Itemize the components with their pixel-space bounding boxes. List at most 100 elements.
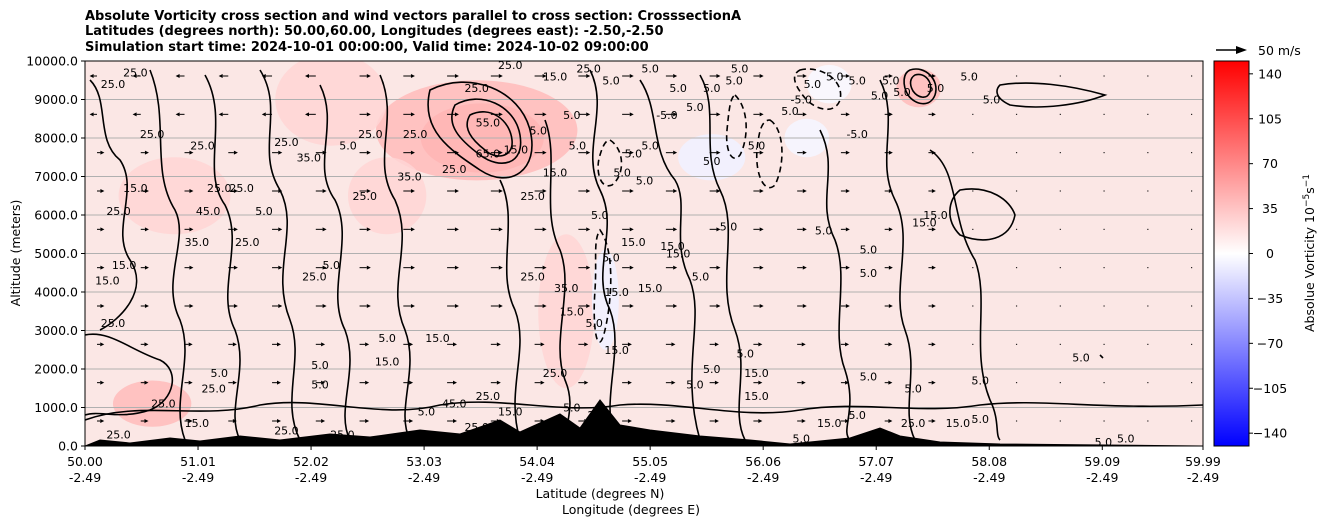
wind-vector: [490, 342, 501, 347]
contour-label-83: 5.0: [804, 78, 822, 91]
wind-vector-head: [144, 380, 149, 385]
wind-vector-head: [542, 304, 547, 308]
wind-vector-head: [627, 419, 632, 423]
wind-vector: [140, 342, 149, 347]
wind-vector: [840, 74, 850, 78]
wind-vector: [753, 189, 764, 193]
wind-vector: [304, 112, 316, 117]
wind-vector: [175, 74, 185, 78]
wind-vector: [709, 112, 721, 117]
wind-vector-head: [845, 265, 850, 270]
contour-label-48: 25.0: [520, 271, 545, 284]
wind-vector-head: [586, 265, 591, 270]
y-axis-ticks: 0.0 1000.0 2000.0 3000.0 4000.0 5000.0 6000.0 7…: [26, 54, 85, 454]
wind-vector-head: [540, 419, 545, 423]
wind-vector: [447, 150, 459, 155]
contour-label-49: 35.0: [554, 282, 579, 295]
colorbar-label-unit-exp: −1: [1302, 174, 1312, 187]
wind-vector-head: [629, 189, 634, 193]
wind-vector: [272, 265, 283, 270]
chart-title-line-3: Simulation start time: 2024-10-01 00:00:…: [85, 40, 649, 55]
wind-vector: [709, 189, 721, 193]
wind-vector-head: [629, 265, 634, 270]
x-tick-label-lon-5: -2.49: [634, 470, 666, 485]
wind-vector: [534, 74, 547, 78]
wind-vector-head: [189, 227, 194, 232]
contour-label-118: 5.0: [563, 402, 581, 415]
wind-vector-head: [454, 304, 459, 308]
wind-vector: [184, 227, 194, 232]
wind-vector: [261, 74, 273, 78]
contour-label-2: 25.0: [140, 128, 165, 141]
wind-vector: [97, 265, 105, 270]
contour-label-16: 5.0: [255, 205, 273, 218]
contour-label-89: -5.0: [846, 128, 867, 141]
wind-vector-head: [931, 112, 936, 117]
wind-vector: [884, 150, 893, 155]
wind-vector-head: [452, 380, 457, 385]
contour-label-103: 5.0: [848, 409, 866, 422]
wind-vector: [184, 380, 193, 385]
wind-vector: [140, 419, 149, 423]
wind-vector-head: [89, 74, 94, 78]
contour-label-115: 45.0: [442, 398, 467, 411]
wind-vector-head: [232, 419, 237, 423]
wind-vector: [218, 74, 229, 78]
wind-vector: [578, 227, 591, 232]
contour-label-116: 25.0: [476, 390, 501, 403]
wind-vector: [359, 150, 371, 155]
contour-label-91: 5.0: [927, 82, 945, 95]
contour-label-18: 25.0: [201, 382, 226, 395]
wind-vector: [753, 150, 764, 155]
wind-vector: [884, 74, 893, 78]
contour-label-97: 5.0: [860, 267, 878, 280]
y-tick-label-4000: 4000.0: [34, 285, 78, 300]
wind-vector-head: [758, 380, 763, 385]
quiver-key-label: 50 m/s: [1258, 43, 1301, 58]
wind-vector-head: [801, 342, 806, 347]
x-tick-label-lat-8: 58.08: [971, 454, 1007, 469]
wind-vector-head: [188, 342, 193, 347]
wind-vector-head: [232, 342, 237, 347]
contour-label-37: 15.0: [504, 144, 529, 157]
contour-label-94: 15.0: [912, 217, 937, 230]
wind-vector: [228, 304, 238, 308]
contour-label-11: 25.0: [207, 182, 232, 195]
wind-vector-head: [586, 150, 591, 155]
x-tick-label-lon-2: -2.49: [295, 470, 327, 485]
wind-vector-head: [233, 150, 238, 155]
wind-vector-head: [366, 189, 371, 193]
grid-lines: [85, 99, 1203, 408]
wind-vector-head: [100, 380, 105, 385]
wind-vector: [315, 189, 327, 193]
wind-vector: [665, 150, 678, 155]
wind-vector-head: [454, 265, 459, 270]
wind-vector: [709, 304, 721, 308]
wind-vector: [534, 265, 547, 270]
wind-vector-head: [931, 304, 936, 308]
wind-vector: [97, 227, 105, 232]
wind-vector-head: [454, 189, 459, 193]
wind-vector: [184, 304, 194, 308]
wind-vector: [359, 265, 371, 270]
x-tick-label-lon-6: -2.49: [747, 470, 779, 485]
wind-vector-head: [366, 74, 371, 78]
contour-label-47: 5.0: [591, 209, 609, 222]
contour-label-61: 5.0: [602, 74, 620, 87]
wind-vector-head: [888, 112, 893, 117]
wind-vector: [578, 380, 589, 385]
wind-vector: [622, 419, 632, 423]
wind-vector-head: [586, 74, 591, 78]
contour-label-55: 5.0: [602, 251, 620, 264]
wind-vector-head: [175, 112, 180, 117]
contour-label-66: 5.0: [703, 82, 721, 95]
contour-label-10: 25.0: [190, 140, 215, 153]
wind-vector: [797, 380, 806, 385]
wind-vector-head: [888, 265, 893, 270]
wind-vector: [884, 227, 893, 232]
wind-vector: [97, 150, 105, 155]
wind-vector-head: [888, 304, 893, 308]
wind-vector: [490, 419, 501, 423]
wind-vector-head: [716, 265, 721, 270]
y-tick-label-5000: 5000.0: [34, 246, 78, 261]
